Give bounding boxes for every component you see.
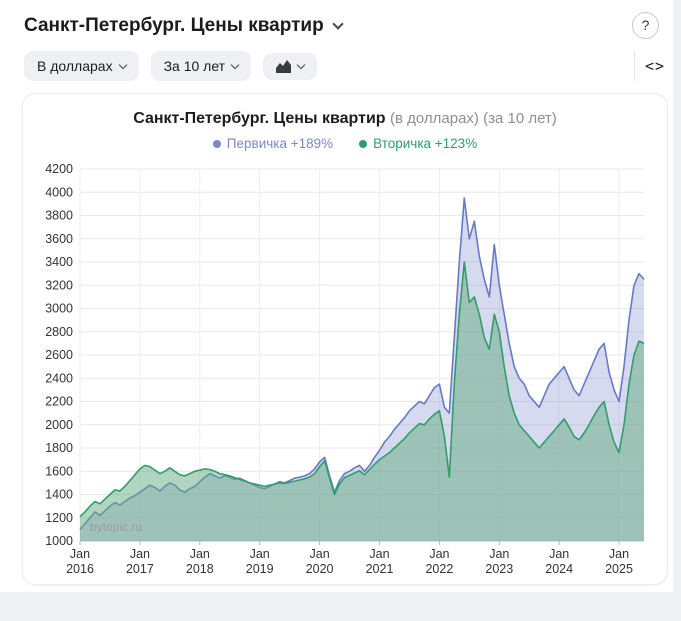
svg-text:2800: 2800 — [45, 325, 73, 339]
svg-text:3600: 3600 — [45, 232, 73, 246]
svg-text:2017: 2017 — [126, 562, 154, 576]
legend-label: Первичка +189% — [226, 136, 334, 151]
svg-text:2024: 2024 — [545, 562, 573, 576]
period-dropdown-label: За 10 лет — [163, 58, 226, 74]
svg-text:2023: 2023 — [485, 562, 513, 576]
expand-code-button[interactable]: <> — [644, 57, 665, 75]
chevron-down-icon — [296, 60, 306, 69]
svg-text:Jan: Jan — [609, 547, 629, 561]
currency-dropdown[interactable]: В долларах — [24, 51, 139, 81]
legend-item-pervichka[interactable]: Первичка +189% — [212, 136, 334, 151]
svg-text:Jan: Jan — [130, 547, 150, 561]
svg-text:Jan: Jan — [429, 547, 449, 561]
legend-dot-icon — [359, 139, 368, 148]
svg-text:2016: 2016 — [66, 562, 94, 576]
svg-text:4200: 4200 — [45, 162, 73, 176]
svg-text:2020: 2020 — [306, 562, 334, 576]
svg-text:Jan: Jan — [310, 547, 330, 561]
chart-title-sub: (в долларах) (за 10 лет) — [390, 110, 557, 127]
chevron-down-icon — [118, 60, 127, 69]
svg-text:Jan: Jan — [70, 547, 90, 561]
svg-text:3200: 3200 — [45, 278, 73, 292]
svg-text:2021: 2021 — [366, 562, 394, 576]
svg-text:1000: 1000 — [45, 534, 73, 548]
main-panel: Санкт-Петербург. Цены квартир ? В доллар… — [0, 0, 673, 592]
header: Санкт-Петербург. Цены квартир ? — [0, 0, 673, 43]
svg-text:1800: 1800 — [45, 441, 73, 455]
svg-text:2400: 2400 — [45, 371, 73, 385]
svg-text:bytopic.ru: bytopic.ru — [90, 520, 142, 534]
svg-text:Jan: Jan — [190, 547, 210, 561]
price-area-chart: 1000 1200 1400 1600 1800 2000 2200 2400 2600 2800… — [45, 162, 645, 576]
svg-text:2025: 2025 — [605, 562, 633, 576]
toolbar: В долларах За 10 лет <> — [0, 43, 673, 91]
area-chart-icon — [276, 59, 292, 73]
page-title-dropdown[interactable]: Санкт-Петербург. Цены квартир — [24, 14, 344, 37]
chart-type-dropdown[interactable] — [263, 52, 318, 80]
svg-text:1400: 1400 — [45, 488, 73, 502]
nav-divider: <> — [633, 51, 673, 81]
legend-label: Вторичка +123% — [373, 136, 478, 151]
svg-text:Jan: Jan — [369, 547, 389, 561]
currency-dropdown-label: В долларах — [37, 58, 113, 74]
chart-title: Санкт-Петербург. Цены квартир (в доллара… — [34, 110, 656, 128]
chart-card: Санкт-Петербург. Цены квартир (в доллара… — [22, 93, 668, 585]
legend-item-vtorichka[interactable]: Вторичка +123% — [359, 136, 477, 151]
svg-text:3400: 3400 — [45, 255, 73, 269]
svg-text:2018: 2018 — [186, 562, 214, 576]
svg-text:Jan: Jan — [549, 547, 569, 561]
svg-text:2022: 2022 — [425, 562, 453, 576]
chart-legend: Первичка +189% Вторичка +123% — [34, 136, 656, 151]
svg-text:1200: 1200 — [45, 511, 73, 525]
chevron-down-icon — [332, 17, 344, 30]
svg-text:3800: 3800 — [45, 209, 73, 223]
chart-title-main: Санкт-Петербург. Цены квартир — [133, 110, 386, 127]
svg-text:2200: 2200 — [45, 395, 73, 409]
legend-dot-icon — [212, 139, 221, 148]
chart-box: 1000 1200 1400 1600 1800 2000 2200 2400 2600 2800… — [34, 157, 656, 588]
svg-text:Jan: Jan — [250, 547, 270, 561]
svg-text:2600: 2600 — [45, 348, 73, 362]
chevron-down-icon — [230, 60, 240, 69]
svg-text:4000: 4000 — [45, 185, 73, 199]
period-dropdown[interactable]: За 10 лет — [150, 51, 252, 81]
svg-text:1600: 1600 — [45, 464, 73, 478]
svg-text:2000: 2000 — [45, 418, 73, 432]
svg-text:3000: 3000 — [45, 302, 73, 316]
page-title: Санкт-Петербург. Цены квартир — [24, 14, 324, 36]
help-button[interactable]: ? — [632, 12, 659, 39]
svg-text:Jan: Jan — [489, 547, 509, 561]
svg-text:2019: 2019 — [246, 562, 274, 576]
